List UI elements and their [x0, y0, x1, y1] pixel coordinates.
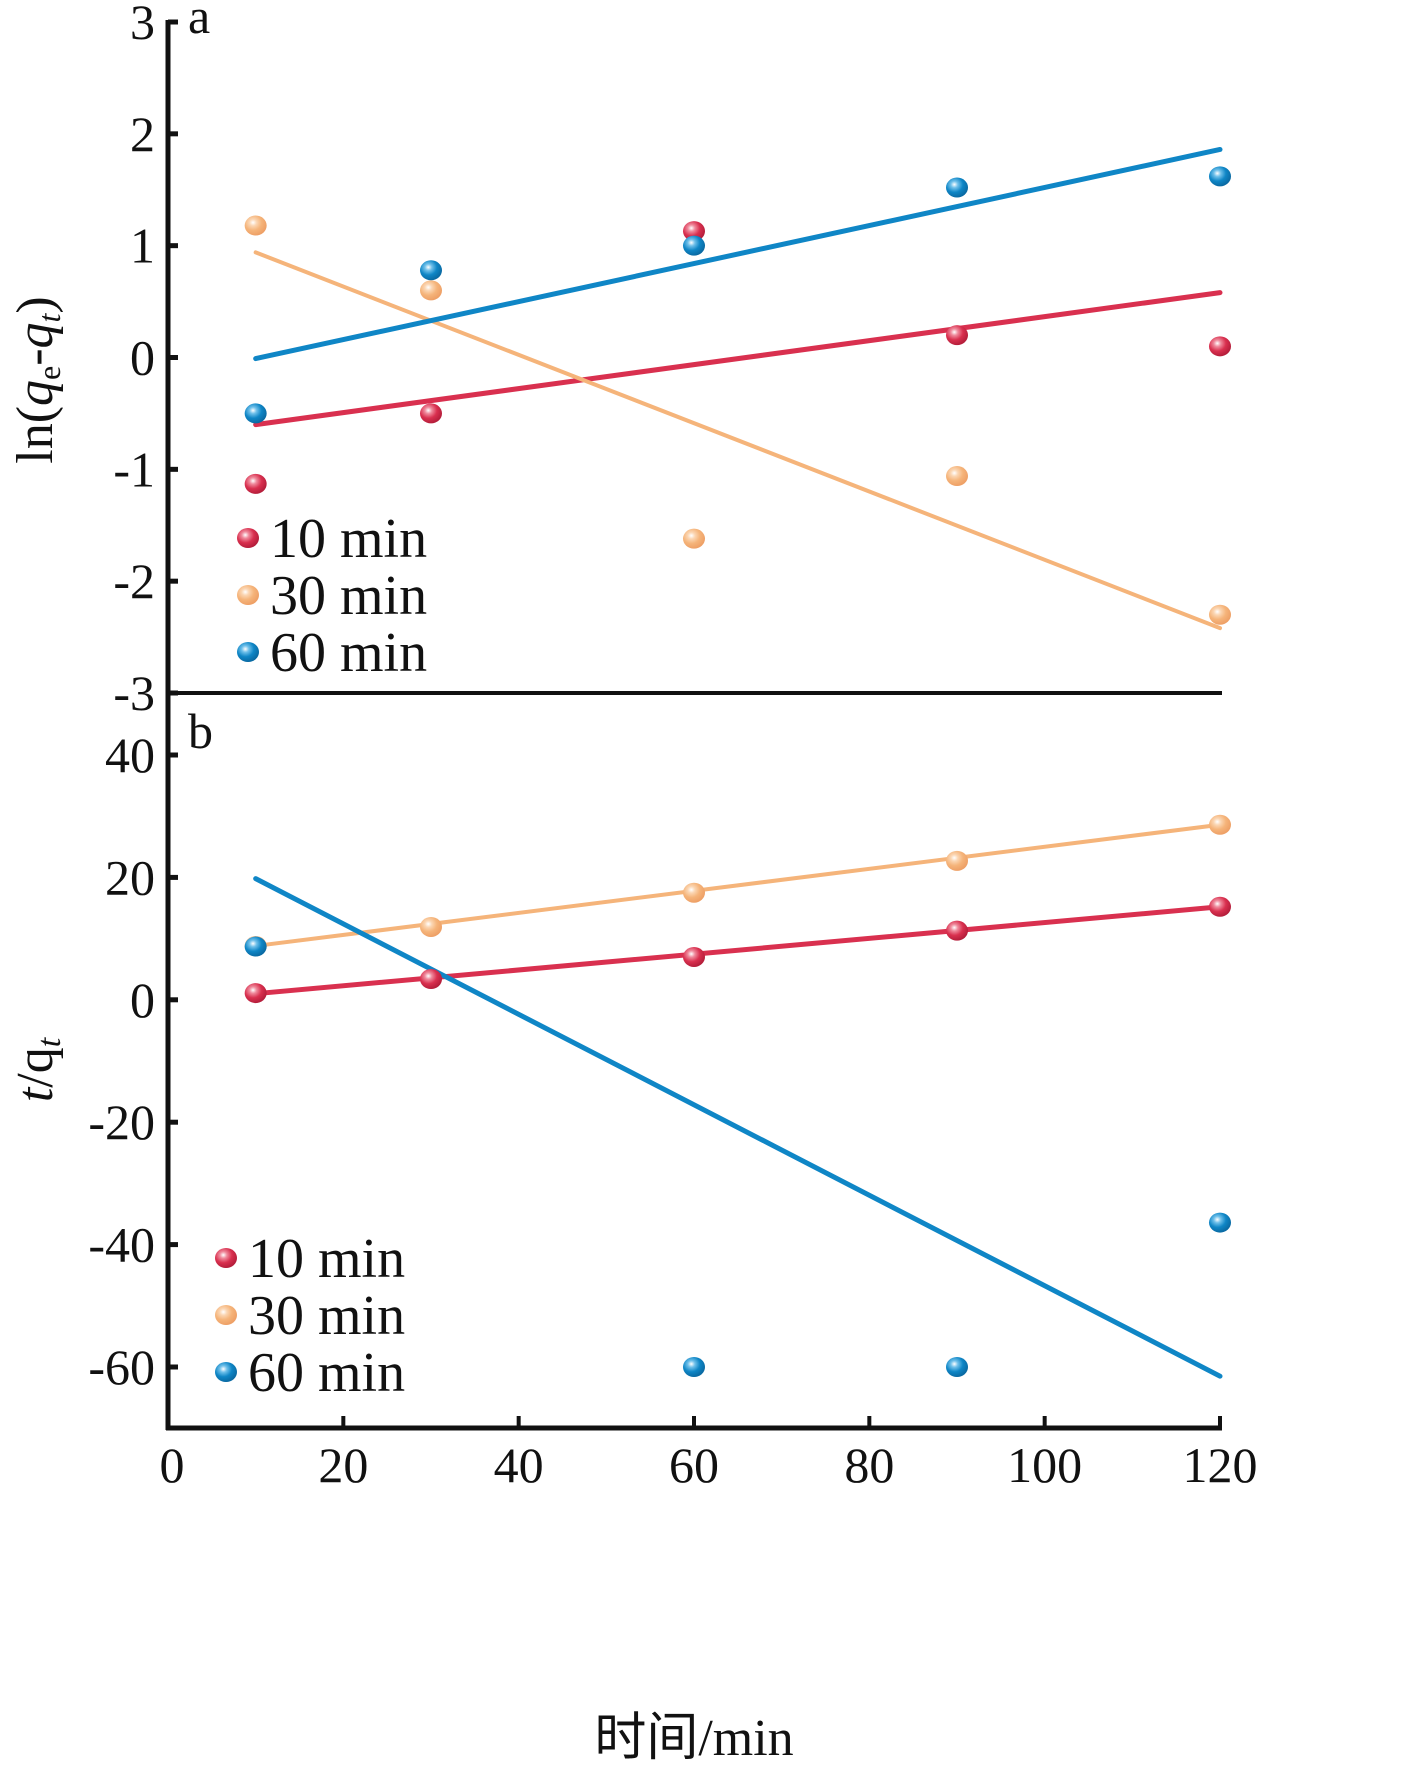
- data-point-10-min-panel-b: [1209, 896, 1231, 917]
- data-point-60-min-panel-a: [244, 403, 267, 424]
- legend-marker: [237, 642, 259, 662]
- y-tick-label: 20: [105, 849, 155, 905]
- y-tick-label: 1: [130, 218, 155, 274]
- y-tick-label: -2: [113, 553, 155, 609]
- x-ticks: 0 20 40 60 80 100 120: [160, 1416, 1258, 1493]
- legend-marker: [215, 1248, 237, 1268]
- data-point-30-min-panel-a: [683, 528, 705, 549]
- x-tick-label: 80: [844, 1437, 894, 1493]
- legend-label: 30 min: [248, 1285, 405, 1347]
- y-tick-label: -1: [113, 441, 155, 497]
- panel-b-label: b: [188, 703, 213, 759]
- x-tick-label: 0: [160, 1437, 185, 1493]
- y-tick-label: 2: [130, 106, 155, 162]
- y-tick-label: 3: [130, 0, 155, 50]
- data-points: [244, 166, 1231, 1377]
- data-point-30-min-panel-b: [420, 916, 442, 937]
- x-tick-label: 120: [1183, 1437, 1258, 1493]
- fit-line-30-min-panel-a: [253, 250, 1222, 631]
- data-point-60-min-panel-a: [683, 235, 705, 256]
- data-point-60-min-panel-b: [244, 936, 267, 957]
- data-point-10-min-panel-b: [420, 968, 442, 989]
- data-point-30-min-panel-b: [1209, 814, 1231, 835]
- data-point-10-min-panel-a: [244, 473, 267, 494]
- x-tick-label: 100: [1007, 1437, 1082, 1493]
- panel-b-y-ticks: 40 20 0 -20 -40 -60: [88, 727, 178, 1395]
- data-point-30-min-panel-a: [244, 215, 267, 236]
- data-point-30-min-panel-a: [1209, 604, 1231, 625]
- data-point-30-min-panel-b: [946, 850, 968, 871]
- x-tick-label: 20: [318, 1437, 368, 1493]
- panel-a-y-ticks: 3 2 1 0 -1 -2 -3: [113, 0, 178, 721]
- data-point-10-min-panel-a: [420, 403, 442, 424]
- x-tick-label: 60: [669, 1437, 719, 1493]
- legend-label: 60 min: [248, 1342, 405, 1404]
- y-tick-label: -60: [88, 1339, 155, 1395]
- y-tick-label: -3: [113, 665, 155, 721]
- y-tick-label: 40: [105, 727, 155, 783]
- y-tick-label: -40: [88, 1217, 155, 1273]
- x-axis-title: 时间/min: [594, 1710, 793, 1767]
- legend-label: 10 min: [248, 1228, 405, 1290]
- y-tick-label: -20: [88, 1094, 155, 1150]
- x-tick-label: 40: [494, 1437, 544, 1493]
- legend-marker: [237, 585, 259, 605]
- legend-marker: [215, 1362, 237, 1382]
- data-point-10-min-panel-a: [946, 325, 968, 346]
- fit-line-10-min-panel-a: [253, 290, 1223, 428]
- data-point-10-min-panel-b: [683, 946, 705, 967]
- fit-line-10-min-panel-b: [253, 904, 1223, 997]
- data-point-60-min-panel-a: [1209, 166, 1231, 187]
- data-point-10-min-panel-a: [1209, 336, 1231, 357]
- panel-b-y-axis-title: t/qt: [7, 1036, 68, 1102]
- panel-a-label: a: [188, 0, 210, 44]
- data-point-10-min-panel-a: [683, 221, 705, 242]
- fit-line-60-min-panel-b: [253, 876, 1223, 1379]
- data-point-60-min-panel-a: [946, 177, 968, 198]
- data-point-10-min-panel-b: [946, 920, 968, 941]
- data-point-60-min-panel-a: [420, 260, 442, 281]
- data-point-60-min-panel-b: [1209, 1212, 1231, 1233]
- data-point-30-min-panel-b: [683, 882, 705, 903]
- y-tick-label: 0: [130, 330, 155, 386]
- legend-label: 10 min: [270, 508, 427, 570]
- data-point-30-min-panel-a: [420, 280, 442, 301]
- data-point-60-min-panel-b: [683, 1357, 705, 1377]
- legend-label: 30 min: [270, 565, 427, 627]
- data-point-30-min-panel-a: [946, 466, 968, 487]
- legend-label: 60 min: [270, 622, 427, 684]
- data-point-10-min-panel-b: [244, 983, 267, 1004]
- fit-line-30-min-panel-b: [253, 822, 1222, 948]
- legend-marker: [237, 528, 259, 548]
- data-point-60-min-panel-b: [946, 1357, 968, 1377]
- legend-marker: [215, 1305, 237, 1325]
- panel-a-y-axis-title: ln(qe-qt): [7, 296, 67, 464]
- fit-line-60-min-panel-a: [253, 146, 1223, 362]
- fit-lines: [253, 146, 1223, 1379]
- y-tick-label: 0: [130, 972, 155, 1028]
